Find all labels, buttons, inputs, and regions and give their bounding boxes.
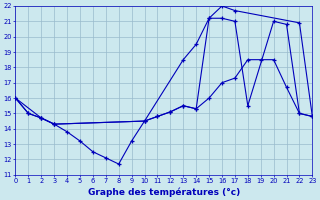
- X-axis label: Graphe des températures (°c): Graphe des températures (°c): [88, 187, 240, 197]
